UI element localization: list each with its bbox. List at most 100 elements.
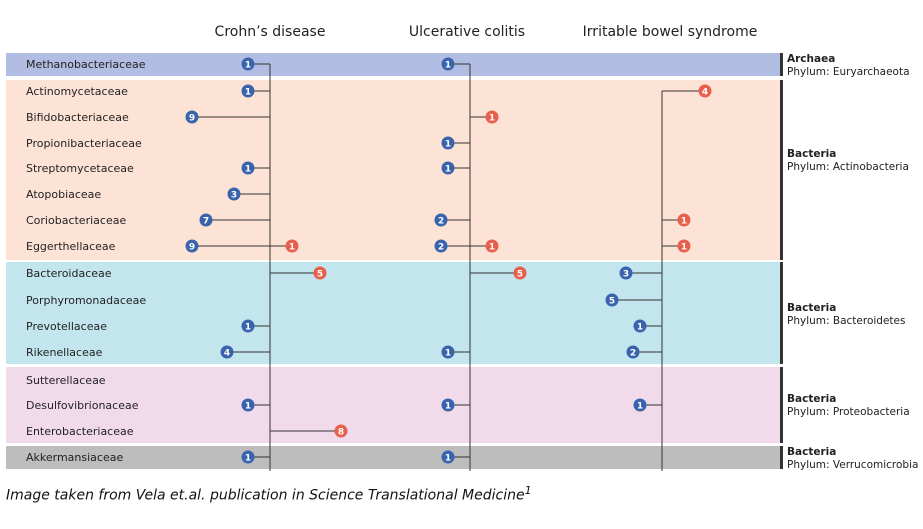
count-badge	[441, 450, 455, 464]
count-badge-label: 2	[438, 216, 444, 226]
column-title: Ulcerative colitis	[409, 24, 525, 40]
family-label: Sutterellaceae	[26, 374, 106, 387]
count-badge-label: 5	[517, 269, 523, 279]
count-badge-label: 8	[338, 427, 344, 437]
count-badge	[241, 161, 255, 175]
count-badge	[334, 424, 348, 438]
count-badge-label: 1	[637, 401, 643, 411]
group-domain: Bacteria	[787, 148, 836, 160]
count-badge-label: 1	[245, 87, 251, 97]
group-phylum: Phylum: Actinobacteria	[787, 161, 909, 173]
count-badge	[441, 345, 455, 359]
group-phylum: Phylum: Bacteroidetes	[787, 315, 905, 327]
count-badge	[626, 345, 640, 359]
count-badge-label: 1	[245, 322, 251, 332]
count-badge	[185, 110, 199, 124]
family-label: Methanobacteriaceae	[26, 58, 146, 71]
count-badge-label: 1	[681, 242, 687, 252]
column-title: Crohn’s disease	[215, 24, 326, 40]
count-badge	[441, 136, 455, 150]
count-badge	[241, 398, 255, 412]
group-bracket	[780, 446, 783, 469]
phylum-band	[6, 80, 780, 260]
count-badge	[313, 266, 327, 280]
phylum-band	[6, 53, 780, 76]
family-label: Desulfovibrionaceae	[26, 399, 139, 412]
count-badge	[285, 239, 299, 253]
family-label: Eggerthellaceae	[26, 240, 116, 253]
caption-text: Image taken from Vela et.al. publication…	[6, 487, 525, 504]
count-badge	[441, 57, 455, 71]
group-domain: Bacteria	[787, 302, 836, 314]
count-badge	[677, 213, 691, 227]
count-badge	[619, 266, 633, 280]
count-badge-label: 3	[231, 190, 237, 200]
count-badge	[227, 187, 241, 201]
caption: Image taken from Vela et.al. publication…	[6, 484, 532, 504]
column-title: Irritable bowel syndrome	[583, 24, 758, 40]
phylum-band	[6, 262, 780, 364]
count-badge	[434, 213, 448, 227]
count-badge-label: 1	[489, 113, 495, 123]
family-label: Akkermansiaceae	[26, 451, 123, 464]
count-badge-label: 2	[630, 348, 636, 358]
count-badge-label: 1	[289, 242, 295, 252]
group-domain: Bacteria	[787, 446, 836, 458]
count-badge	[513, 266, 527, 280]
count-badge-label: 1	[245, 453, 251, 463]
count-badge-label: 3	[623, 269, 629, 279]
family-label: Atopobiaceae	[26, 188, 101, 201]
count-badge	[241, 450, 255, 464]
group-domain: Archaea	[787, 53, 835, 65]
group-bracket	[780, 367, 783, 443]
count-badge-label: 5	[609, 296, 615, 306]
count-badge	[241, 84, 255, 98]
count-badge-label: 5	[317, 269, 323, 279]
count-badge-label: 1	[445, 453, 451, 463]
count-badge	[485, 110, 499, 124]
count-badge-label: 1	[445, 164, 451, 174]
count-badge	[441, 161, 455, 175]
family-label: Rikenellaceae	[26, 346, 103, 359]
count-badge	[241, 319, 255, 333]
count-badge-label: 1	[245, 164, 251, 174]
count-badge-label: 1	[445, 139, 451, 149]
phylum-band	[6, 446, 780, 469]
family-label: Prevotellaceae	[26, 320, 107, 333]
count-badge-label: 1	[489, 242, 495, 252]
count-badge-label: 7	[203, 216, 209, 226]
group-phylum: Phylum: Euryarchaeota	[787, 66, 910, 78]
count-badge-label: 2	[438, 242, 444, 252]
count-badge	[633, 319, 647, 333]
count-badge	[633, 398, 647, 412]
count-badge-label: 1	[245, 401, 251, 411]
count-badge-label: 9	[189, 242, 195, 252]
group-bracket	[780, 53, 783, 76]
caption-footnote: 1	[524, 484, 532, 497]
count-badge-label: 4	[224, 348, 230, 358]
count-badge-label: 1	[445, 60, 451, 70]
group-phylum: Phylum: Proteobacteria	[787, 406, 910, 418]
count-badge	[220, 345, 234, 359]
count-badge	[185, 239, 199, 253]
count-badge	[698, 84, 712, 98]
count-badge-label: 1	[445, 401, 451, 411]
count-badge-label: 1	[637, 322, 643, 332]
count-badge	[605, 293, 619, 307]
count-badge-label: 1	[245, 60, 251, 70]
microbiome-chart: Crohn’s disease Ulcerative colitis Irritab…	[6, 24, 918, 471]
count-badge	[241, 57, 255, 71]
group-phylum: Phylum: Verrucomicrobia	[787, 459, 918, 471]
group-domain: Bacteria	[787, 393, 836, 405]
group-bracket	[780, 80, 783, 260]
family-label: Actinomycetaceae	[26, 85, 128, 98]
family-label: Coriobacteriaceae	[26, 214, 126, 227]
family-label: Bifidobacteriaceae	[26, 111, 129, 124]
family-label: Porphyromonadaceae	[26, 294, 146, 307]
family-label: Streptomycetaceae	[26, 162, 134, 175]
family-label: Bacteroidaceae	[26, 267, 112, 280]
count-badge	[441, 398, 455, 412]
count-badge-label: 1	[681, 216, 687, 226]
count-badge	[485, 239, 499, 253]
count-badge-label: 4	[702, 87, 708, 97]
